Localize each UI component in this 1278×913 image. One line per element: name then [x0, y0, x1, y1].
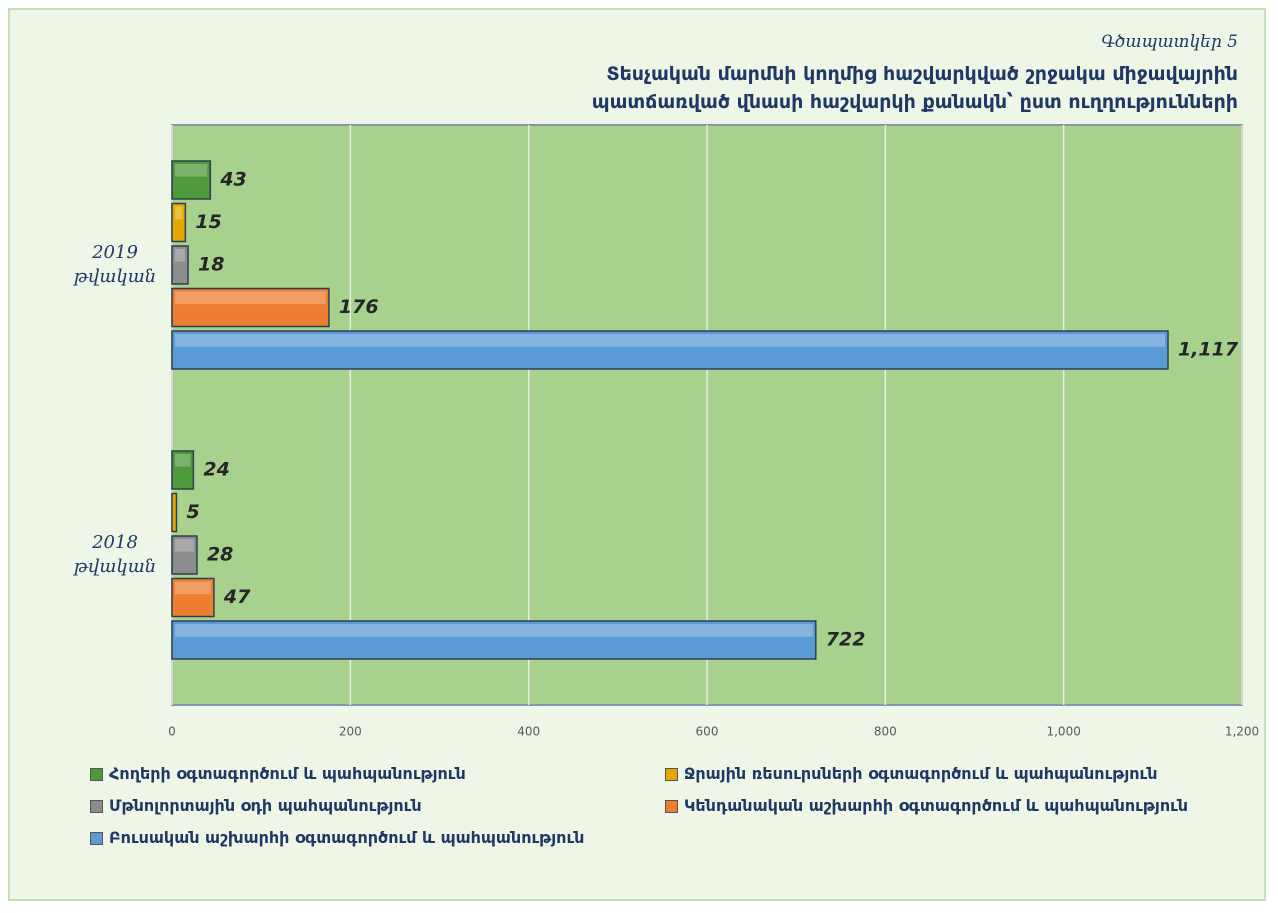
value-label: 722 — [826, 629, 866, 651]
x-tick-label: 1,200 — [1225, 725, 1259, 739]
legend-label: Հողերի օգտագործում և պահպանություն — [109, 764, 466, 783]
legend-swatch — [90, 832, 103, 845]
legend-label: Կենդանական աշխարհի օգտագործում և պահպանո… — [684, 796, 1189, 815]
bar — [171, 160, 212, 200]
bar — [171, 577, 215, 618]
x-tick-label: 600 — [696, 725, 719, 739]
x-tick-label: 1,000 — [1046, 725, 1080, 739]
bar-highlight — [175, 581, 211, 595]
bar — [171, 245, 189, 285]
category-label: 2018 թվական — [73, 532, 157, 577]
value-label: 1,117 — [1178, 339, 1239, 361]
legend-swatch — [90, 768, 103, 781]
bar — [171, 450, 195, 490]
legend-label: Բուսական աշխարհի օգտագործում և պահպանութ… — [109, 828, 585, 847]
value-label: 28 — [207, 544, 233, 566]
bar-highlight — [175, 249, 186, 262]
x-tick-label: 400 — [517, 725, 540, 739]
legend-entry: Մթնոլորտային օդի պահպանություն — [90, 796, 422, 815]
bar — [171, 620, 817, 660]
bar — [171, 330, 1169, 370]
legend-swatch — [665, 768, 678, 781]
chart-subtitle: Գծապատկեր 5 — [1101, 32, 1238, 52]
bar — [171, 492, 178, 533]
legend-label: Ջրային ռեսուրսների օգտագործում և պահպանո… — [684, 764, 1158, 783]
bar — [171, 202, 187, 243]
bar-highlight — [175, 334, 1165, 347]
bar-highlight — [175, 164, 208, 177]
x-tick-label: 0 — [168, 725, 176, 739]
x-tick-label: 200 — [339, 725, 362, 739]
bar-highlight — [175, 454, 191, 467]
legend-entry: Կենդանական աշխարհի օգտագործում և պահպանո… — [665, 796, 1188, 815]
value-label: 47 — [223, 586, 251, 608]
legend-swatch — [665, 800, 678, 813]
legend-entry: Ջրային ռեսուրսների օգտագործում և պահպանո… — [665, 764, 1158, 783]
chart-title: Տեսչական մարմնի կողմից հաշվարկված շրջակա… — [591, 63, 1238, 113]
bar-highlight — [175, 206, 183, 220]
value-label: 176 — [339, 296, 379, 318]
value-label: 18 — [198, 254, 224, 276]
category-label: 2019 թվական — [73, 242, 157, 287]
bar-highlight — [175, 291, 326, 305]
bar-highlight — [175, 539, 194, 552]
legend-entry: Հողերի օգտագործում և պահպանություն — [90, 764, 466, 783]
legend-swatch — [90, 800, 103, 813]
bar — [171, 535, 198, 575]
bar-highlight — [175, 624, 813, 637]
value-label: 5 — [186, 501, 199, 523]
value-label: 15 — [195, 211, 221, 233]
value-label: 43 — [219, 169, 246, 191]
x-tick-label: 800 — [874, 725, 897, 739]
value-label: 24 — [203, 459, 229, 481]
legend-label: Մթնոլորտային օդի պահպանություն — [109, 796, 422, 815]
bar — [171, 287, 330, 328]
legend-entry: Բուսական աշխարհի օգտագործում և պահպանութ… — [90, 828, 584, 847]
